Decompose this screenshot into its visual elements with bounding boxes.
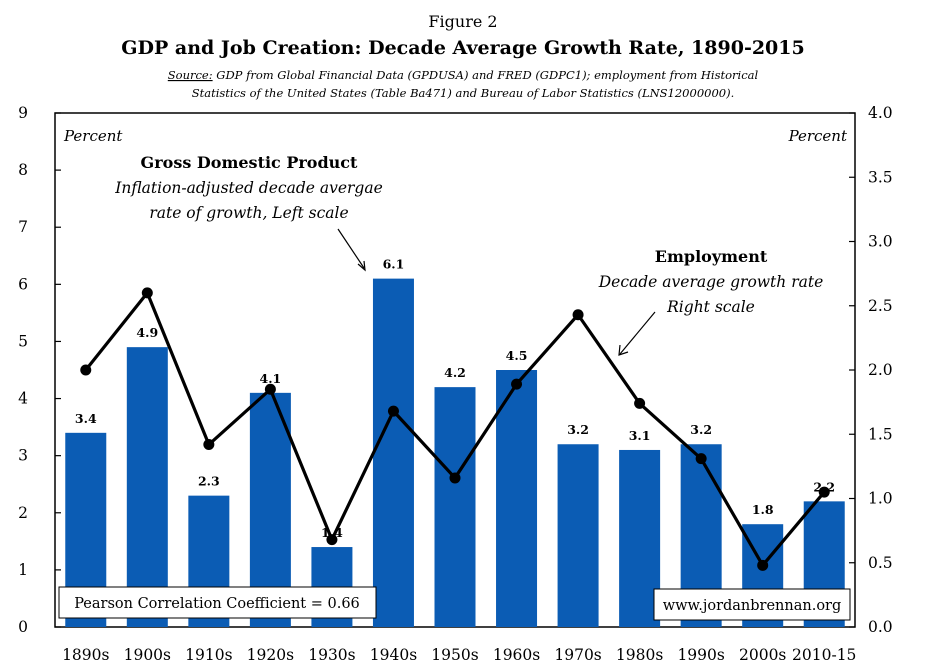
employment-point	[818, 486, 830, 498]
gdp-annotation-title: Gross Domestic Product	[141, 153, 358, 172]
category-label: 1940s	[370, 646, 417, 664]
right-tick-label: 2.0	[868, 361, 893, 379]
correlation-text: Pearson Correlation Coefficient = 0.66	[74, 596, 360, 612]
emp-annotation-line2: Right scale	[666, 298, 755, 316]
left-tick-label: 2	[18, 504, 28, 522]
category-label: 1950s	[431, 646, 478, 664]
gdp-bar	[126, 347, 168, 627]
left-tick-label: 0	[18, 618, 28, 636]
left-tick-label: 3	[18, 447, 28, 465]
category-label: 2010-15	[792, 646, 856, 664]
gdp-bar	[496, 370, 538, 627]
right-tick-label: 3.5	[868, 168, 893, 186]
employment-point	[141, 287, 153, 299]
employment-point	[387, 405, 399, 417]
left-tick-label: 8	[18, 161, 28, 179]
category-label: 1990s	[677, 646, 724, 664]
right-tick-label: 0.5	[868, 554, 893, 572]
employment-point	[695, 453, 707, 465]
right-tick-label: 1.5	[868, 425, 893, 443]
gdp-bar-label: 4.5	[506, 348, 528, 363]
website-box	[653, 588, 851, 621]
correlation-box	[58, 586, 377, 619]
gdp-bar	[372, 278, 414, 627]
category-label: 1930s	[308, 646, 355, 664]
gdp-bar-label: 3.2	[690, 422, 712, 437]
employment-point	[80, 364, 92, 376]
gdp-annotation-line1: Inflation-adjusted decade avergae	[114, 179, 383, 197]
gdp-bar	[434, 387, 476, 627]
source-line-2: Statistics of the United States (Table B…	[192, 86, 734, 100]
employment-point	[326, 534, 338, 546]
category-label: 1910s	[185, 646, 232, 664]
source-label: Source:	[168, 68, 213, 82]
emp-annotation-title: Employment	[655, 247, 768, 266]
gdp-bar-label: 4.1	[260, 371, 282, 386]
website-text: www.jordanbrennan.org	[663, 598, 842, 614]
employment-point	[511, 378, 523, 390]
gdp-bar-label: 3.4	[75, 411, 97, 426]
gdp-bar-label: 6.1	[383, 257, 405, 272]
employment-point	[203, 439, 215, 451]
employment-point	[634, 397, 646, 409]
left-tick-label: 1	[18, 561, 28, 579]
right-tick-label: 1.0	[868, 490, 893, 508]
emp-annotation-arrow	[618, 311, 656, 356]
category-label: 1900s	[124, 646, 171, 664]
right-tick-label: 3.0	[868, 233, 893, 251]
chart-title: GDP and Job Creation: Decade Average Gro…	[121, 37, 804, 59]
employment-point	[757, 559, 769, 571]
category-label: 1980s	[616, 646, 663, 664]
right-unit-label: Percent	[788, 127, 848, 145]
category-axis: 1890s 1900s 1910s 1920s 1930s 1940s 1950s 1960s…	[62, 646, 856, 664]
gdp-data-labels: 3.44.92.34.11.46.14.24.53.23.13.21.82.2	[75, 257, 835, 540]
gdp-bar-label: 1.8	[752, 502, 774, 517]
gdp-bar-label: 4.9	[136, 325, 158, 340]
left-tick-label: 4	[18, 390, 28, 408]
gdp-annotation-line2: rate of growth, Left scale	[149, 204, 348, 222]
source-line-1: Source: GDP from Global Financial Data (…	[168, 68, 759, 82]
category-label: 2000s	[739, 646, 786, 664]
employment-point	[264, 383, 276, 395]
left-axis: 0 1 2 3 4 5 6 7 8 9	[18, 104, 61, 636]
gdp-bar-label: 3.2	[567, 422, 589, 437]
category-label: 1920s	[247, 646, 294, 664]
gdp-bar-label: 2.3	[198, 474, 220, 489]
emp-annotation-line1: Decade average growth rate	[598, 273, 824, 291]
right-tick-label: 4.0	[868, 104, 893, 122]
category-label: 1960s	[493, 646, 540, 664]
employment-point	[449, 472, 461, 484]
category-label: 1890s	[62, 646, 109, 664]
gdp-bar	[619, 449, 661, 627]
gdp-bars	[65, 278, 845, 627]
left-unit-label: Percent	[63, 127, 123, 145]
left-tick-label: 5	[18, 332, 28, 350]
figure-label: Figure 2	[428, 12, 497, 31]
category-label: 1970s	[554, 646, 601, 664]
source-text: GDP from Global Financial Data (GPDUSA) …	[213, 68, 759, 82]
gdp-bar-label: 4.2	[444, 365, 466, 380]
left-tick-label: 7	[18, 218, 28, 236]
employment-point	[572, 309, 584, 321]
left-tick-label: 6	[18, 275, 28, 293]
right-tick-label: 2.5	[868, 297, 893, 315]
right-axis: 0.0 0.5 1.0 1.5 2.0 2.5 3.0 3.5 4.0	[849, 104, 893, 636]
gdp-bar	[557, 444, 599, 627]
gdp-bar-label: 3.1	[629, 428, 651, 443]
employment-series	[80, 287, 830, 571]
right-tick-label: 0.0	[868, 618, 893, 636]
left-tick-label: 9	[18, 104, 28, 122]
gdp-annotation-arrow	[337, 228, 366, 272]
